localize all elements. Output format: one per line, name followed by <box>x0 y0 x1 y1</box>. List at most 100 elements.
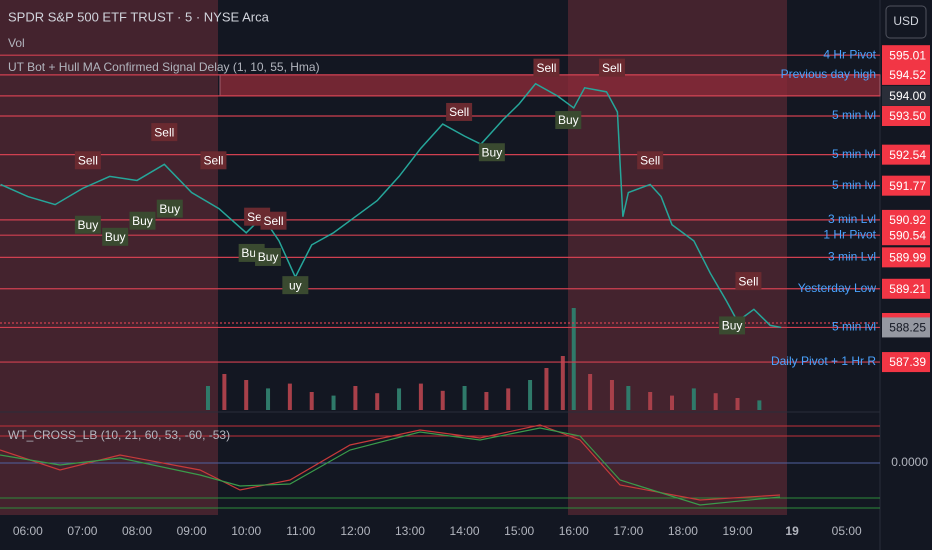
time-label: 12:00 <box>340 524 370 538</box>
currency-label[interactable]: USD <box>893 14 919 28</box>
signal-label: Sell <box>154 125 174 139</box>
currency-button[interactable] <box>885 5 927 39</box>
volume-bar <box>287 383 292 410</box>
price-tag-bg <box>882 45 930 66</box>
time-label: 14:00 <box>450 524 480 538</box>
osc-zero-label: 0.0000 <box>891 455 928 469</box>
price-tag-bg <box>882 105 930 126</box>
osc-line <box>0 424 781 501</box>
indicator-label: UT Bot + Hull MA Confirmed Signal Delay … <box>8 60 320 74</box>
signal-bg <box>478 143 505 162</box>
signal-bg <box>533 58 560 77</box>
time-label: 19:00 <box>723 524 753 538</box>
signal-label: Sell <box>738 274 758 288</box>
volume-bar <box>205 386 210 410</box>
volume-bar <box>626 386 631 410</box>
time-label: 17:00 <box>613 524 643 538</box>
oscillator-label: WT_CROSS_LB (10, 21, 60, 53, -60, -53) <box>8 428 230 442</box>
signal-label: Buy <box>258 250 279 264</box>
price-tag: 594.00 <box>889 89 926 103</box>
signal-label: Buy <box>722 319 743 333</box>
price-tag-bg <box>882 225 930 246</box>
volume-bar <box>462 386 467 410</box>
price-tag-bg <box>882 317 930 338</box>
level-name: 1 Hr Pivot <box>823 227 876 241</box>
signal-bg <box>719 316 746 335</box>
price-tag: 591.77 <box>889 179 926 193</box>
level-name: 3 min Lvl <box>828 250 876 264</box>
price-tag: 588.25 <box>889 321 926 335</box>
time-label: 09:00 <box>177 524 207 538</box>
signal-label: Buy <box>78 218 99 232</box>
volume-bar <box>397 388 402 410</box>
signal-bg <box>200 151 227 170</box>
plot: 4 Hr Pivot 595.01 Previous day high 594.52 5… <box>0 45 930 538</box>
price-tag-bg <box>882 144 930 165</box>
signal-label: Sell <box>602 61 622 75</box>
volume-bar <box>757 400 762 410</box>
volume-label: Vol <box>8 36 25 50</box>
signal-bg <box>102 227 129 246</box>
signal-label: Sell <box>640 153 660 167</box>
signal-label: Buy <box>132 214 153 228</box>
signal-bg <box>735 272 762 291</box>
price-tag: 590.54 <box>889 228 926 242</box>
signal-bg <box>446 102 473 121</box>
volume-bar <box>222 374 227 410</box>
volume-bar <box>560 356 565 410</box>
signal-label: Sell <box>536 61 556 75</box>
level-name: 5 min lvl <box>832 108 876 122</box>
volume-bar <box>375 393 380 410</box>
signal-bg <box>260 211 287 230</box>
level-name: Yesterday Low <box>798 281 877 295</box>
signal-bg <box>151 123 178 142</box>
signal-bg <box>598 58 625 77</box>
signal-bg <box>74 215 101 234</box>
signal-label: Sell <box>203 153 223 167</box>
time-label: 19 <box>785 524 799 538</box>
signal-label: Buy <box>482 145 503 159</box>
price-tag: 590.92 <box>889 213 926 227</box>
price-tag: 589.99 <box>889 251 926 265</box>
time-label: 16:00 <box>559 524 589 538</box>
time-label: 07:00 <box>67 524 97 538</box>
signal-bg <box>282 276 309 295</box>
time-label: 18:00 <box>668 524 698 538</box>
price-tag: 595.01 <box>889 48 926 62</box>
volume-bar <box>571 308 576 410</box>
level-name: Previous day high <box>781 67 876 81</box>
signal-label: Buy <box>558 113 579 127</box>
volume-bar <box>309 392 314 410</box>
price-tag: 594.52 <box>889 68 926 82</box>
volume-bar <box>266 388 271 410</box>
symbol-title: SPDR S&P 500 ETF TRUST · 5 · NYSE Arca <box>8 9 270 24</box>
price-tag: 589.21 <box>889 282 926 296</box>
level-name: 5 min lvl <box>832 178 876 192</box>
volume-bar <box>735 398 740 410</box>
volume-bar <box>713 393 718 410</box>
time-label: 05:00 <box>832 524 862 538</box>
signal-label: Sell <box>78 153 98 167</box>
signal-label: Buy <box>105 230 126 244</box>
time-label: 11:00 <box>286 524 315 538</box>
volume-bar <box>440 390 445 410</box>
volume-bar <box>353 386 358 410</box>
level-name: Daily Pivot + 1 Hr R <box>771 354 876 368</box>
volume-bar <box>418 383 423 410</box>
price-tag-bg <box>882 175 930 196</box>
price-line <box>0 82 782 329</box>
volume-bar <box>528 380 533 410</box>
price-tag: 592.54 <box>889 148 926 162</box>
time-label: 13:00 <box>395 524 425 538</box>
signal-bg <box>255 247 282 266</box>
signal-label: Buy <box>159 202 180 216</box>
price-tag-bg <box>882 64 930 85</box>
time-label: 06:00 <box>13 524 43 538</box>
volume-bar <box>544 368 549 410</box>
volume-bar <box>506 388 511 410</box>
time-label: 10:00 <box>231 524 261 538</box>
osc-line <box>0 427 781 506</box>
volume-bar <box>691 388 696 410</box>
price-tag: 587.39 <box>889 355 926 369</box>
